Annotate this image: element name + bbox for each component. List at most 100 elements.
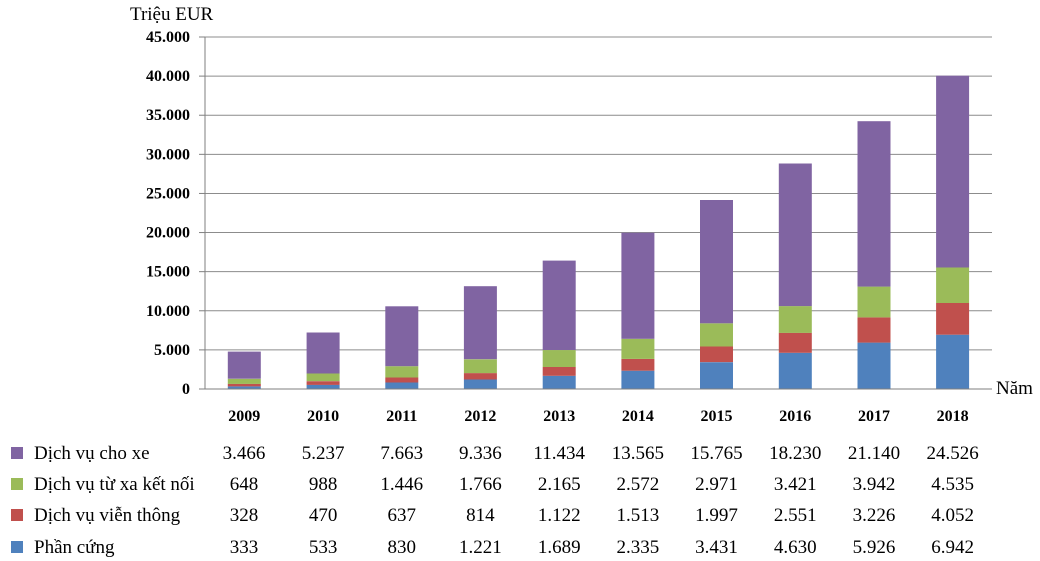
data-label: 5.237 <box>302 443 345 464</box>
bar-segment <box>700 323 733 347</box>
data-table: Dịch vụ cho xe 3.466 5.237 7.663 9.336 11.434… <box>11 443 979 558</box>
x-tick-label: 2011 <box>386 408 417 425</box>
data-label: 6.942 <box>931 537 974 558</box>
data-label: 830 <box>388 537 417 558</box>
bar-segment <box>936 334 970 389</box>
bar-segment <box>778 306 812 333</box>
x-tick-label: 2018 <box>937 408 969 425</box>
bar-segment <box>542 260 576 350</box>
bar-segment <box>700 346 733 363</box>
bar-segment <box>936 267 970 303</box>
data-label: 333 <box>230 537 259 558</box>
legend-swatch <box>11 447 23 459</box>
bar-segment <box>463 379 497 389</box>
bar-segment <box>542 375 576 389</box>
y-tick-label: 0 <box>182 381 190 398</box>
x-tick-label: 2014 <box>622 408 654 425</box>
bar-segment <box>306 373 340 382</box>
data-label: 11.434 <box>533 443 585 464</box>
data-label: 1.446 <box>380 474 423 495</box>
bar-segment <box>385 306 419 367</box>
data-label: 4.052 <box>931 505 974 526</box>
data-label: 2.971 <box>695 474 738 495</box>
bars <box>227 75 970 389</box>
y-tick-label: 20.000 <box>146 225 190 242</box>
bar-segment <box>700 200 733 324</box>
data-label: 328 <box>230 505 259 526</box>
bar-segment <box>306 332 340 374</box>
bar-segment <box>463 359 497 374</box>
x-tick-label: 2016 <box>779 408 811 425</box>
data-label: 3.226 <box>853 505 896 526</box>
bar-segment <box>542 350 576 367</box>
bar-segment <box>936 75 970 268</box>
bar-segment <box>857 121 891 287</box>
x-tick-label: 2012 <box>464 408 496 425</box>
data-label: 18.230 <box>769 443 821 464</box>
bar-segment <box>385 366 419 378</box>
data-label: 1.689 <box>538 537 581 558</box>
data-label: 4.535 <box>931 474 974 495</box>
bar-segment <box>857 286 891 318</box>
y-tick-label: 40.000 <box>146 68 190 85</box>
data-label: 2.335 <box>617 537 660 558</box>
data-label: 3.421 <box>774 474 817 495</box>
data-label: 533 <box>309 537 338 558</box>
x-tick-labels: 2009 2010 2011 2012 2013 2014 2015 2016 2017 2018 <box>228 408 968 425</box>
bar-segment <box>857 317 891 343</box>
data-label: 1.221 <box>459 537 502 558</box>
data-label: 1.513 <box>617 505 660 526</box>
data-label: 637 <box>388 505 417 526</box>
legend-swatch <box>11 509 23 521</box>
bar-segment <box>227 378 261 384</box>
bar-segment <box>542 367 576 376</box>
data-label: 3.431 <box>695 537 738 558</box>
bar-segment <box>621 358 655 371</box>
bar-segment <box>463 286 497 360</box>
gridlines <box>205 36 992 351</box>
bar-segment <box>936 303 970 335</box>
axes <box>199 36 992 390</box>
legend-swatch <box>11 541 23 553</box>
y-tick-label: 15.000 <box>146 264 190 281</box>
bar-segment <box>778 332 812 353</box>
data-label: 3.466 <box>223 443 266 464</box>
legend-swatch <box>11 478 23 490</box>
data-label: 15.765 <box>690 443 742 464</box>
y-tick-label: 35.000 <box>146 107 190 124</box>
bar-segment <box>857 342 891 389</box>
x-tick-label: 2015 <box>701 408 733 425</box>
data-label: 2.165 <box>538 474 581 495</box>
bar-segment <box>621 338 655 359</box>
data-label: 21.140 <box>848 443 900 464</box>
bar-segment <box>621 232 655 339</box>
y-tick-label: 45.000 <box>146 29 190 46</box>
data-label: 2.551 <box>774 505 817 526</box>
data-label: 2.572 <box>617 474 660 495</box>
data-label: 9.336 <box>459 443 502 464</box>
data-label: 1.997 <box>695 505 738 526</box>
bar-segment <box>621 370 655 389</box>
x-tick-label: 2013 <box>543 408 575 425</box>
data-label: 470 <box>309 505 338 526</box>
bar-segment <box>306 384 340 389</box>
bar-segment <box>385 377 419 383</box>
y-tick-label: 5.000 <box>154 342 190 359</box>
bar-segment <box>227 351 261 379</box>
x-axis-label: Năm <box>996 378 1033 399</box>
data-label: 24.526 <box>926 443 978 464</box>
bar-segment <box>227 386 261 389</box>
y-tick-labels: 0 5.000 10.000 15.000 20.000 25.000 30.000 35.0… <box>146 29 190 398</box>
bar-segment <box>463 373 497 380</box>
data-label: 7.663 <box>380 443 423 464</box>
y-axis-label: Triệu EUR <box>130 4 214 25</box>
y-tick-label: 25.000 <box>146 185 190 202</box>
data-label: 988 <box>309 474 338 495</box>
bar-segment <box>778 352 812 389</box>
bar-segment <box>778 163 812 307</box>
data-label: 814 <box>466 505 495 526</box>
x-tick-label: 2010 <box>307 408 339 425</box>
data-label: 4.630 <box>774 537 817 558</box>
bar-segment <box>385 382 419 389</box>
